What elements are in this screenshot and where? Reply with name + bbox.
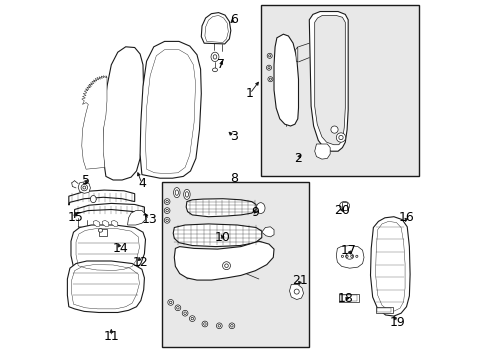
Ellipse shape — [173, 188, 180, 198]
Polygon shape — [173, 224, 261, 247]
Bar — [99, 229, 106, 236]
Polygon shape — [186, 199, 256, 217]
Polygon shape — [81, 76, 107, 169]
Polygon shape — [69, 190, 134, 205]
Ellipse shape — [189, 316, 195, 321]
Text: 21: 21 — [292, 274, 307, 287]
Text: 20: 20 — [333, 204, 349, 217]
Ellipse shape — [90, 195, 96, 203]
Ellipse shape — [267, 77, 272, 82]
Ellipse shape — [216, 323, 222, 329]
Ellipse shape — [202, 321, 207, 327]
Text: 1: 1 — [245, 87, 253, 100]
Ellipse shape — [266, 53, 272, 58]
Bar — [375, 307, 392, 313]
Polygon shape — [102, 47, 143, 180]
Ellipse shape — [330, 126, 337, 133]
Text: 18: 18 — [337, 292, 352, 305]
Bar — [340, 295, 356, 301]
Text: 5: 5 — [82, 174, 90, 186]
Polygon shape — [295, 47, 297, 62]
Ellipse shape — [339, 202, 349, 210]
Polygon shape — [75, 203, 144, 218]
Text: 19: 19 — [389, 316, 405, 329]
Ellipse shape — [164, 208, 170, 213]
Text: 8: 8 — [229, 172, 237, 185]
Text: 3: 3 — [229, 130, 237, 143]
Text: 7: 7 — [217, 58, 224, 71]
Text: 12: 12 — [132, 256, 148, 269]
Text: 9: 9 — [251, 206, 259, 219]
Ellipse shape — [228, 323, 234, 329]
Ellipse shape — [345, 253, 353, 259]
Polygon shape — [201, 13, 230, 44]
Ellipse shape — [256, 203, 264, 213]
Ellipse shape — [167, 300, 173, 305]
Ellipse shape — [164, 199, 170, 204]
Ellipse shape — [212, 68, 217, 72]
Polygon shape — [336, 246, 363, 268]
Polygon shape — [111, 220, 118, 227]
Ellipse shape — [164, 217, 170, 223]
Bar — [162, 182, 309, 347]
Polygon shape — [127, 211, 145, 225]
Polygon shape — [71, 225, 145, 274]
Ellipse shape — [175, 305, 181, 311]
Bar — [338, 294, 358, 302]
Ellipse shape — [342, 204, 346, 208]
Polygon shape — [67, 261, 144, 312]
Ellipse shape — [266, 65, 271, 70]
Ellipse shape — [294, 289, 299, 294]
Text: 11: 11 — [103, 330, 119, 343]
Ellipse shape — [182, 310, 187, 316]
Polygon shape — [289, 284, 303, 300]
Polygon shape — [261, 227, 273, 237]
Polygon shape — [102, 220, 108, 227]
Text: 17: 17 — [340, 244, 356, 257]
Bar — [341, 202, 347, 210]
Text: 13: 13 — [141, 213, 157, 226]
Ellipse shape — [81, 184, 87, 191]
Ellipse shape — [211, 52, 219, 62]
Text: 10: 10 — [215, 231, 230, 244]
Bar — [376, 308, 390, 312]
Text: 6: 6 — [229, 13, 237, 26]
Polygon shape — [273, 34, 298, 126]
Polygon shape — [174, 241, 273, 280]
Ellipse shape — [222, 262, 230, 270]
Ellipse shape — [98, 229, 102, 232]
Polygon shape — [314, 15, 345, 145]
Text: 14: 14 — [112, 242, 128, 255]
Text: 4: 4 — [138, 177, 145, 190]
Ellipse shape — [183, 189, 190, 199]
Polygon shape — [309, 12, 347, 151]
Polygon shape — [370, 217, 409, 316]
Polygon shape — [314, 144, 329, 159]
Text: 15: 15 — [67, 211, 83, 224]
Text: 2: 2 — [294, 152, 302, 165]
Polygon shape — [78, 182, 90, 193]
Ellipse shape — [336, 133, 345, 142]
Bar — [260, 5, 418, 176]
Text: 16: 16 — [398, 211, 413, 224]
Polygon shape — [93, 220, 100, 227]
Polygon shape — [140, 41, 201, 178]
